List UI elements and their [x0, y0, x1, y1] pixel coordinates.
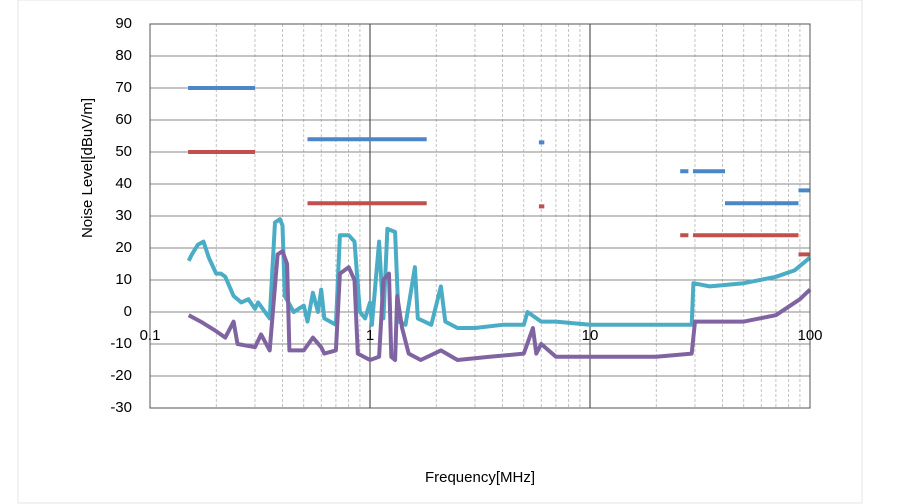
y-tick-label: -20: [110, 367, 132, 384]
y-tick-label: 30: [115, 207, 132, 224]
y-tick-label: -10: [110, 335, 132, 352]
y-axis-label: Noise Level[dBuV/m]: [79, 98, 96, 238]
y-tick-label: 10: [115, 271, 132, 288]
y-tick-label: 0: [124, 303, 132, 320]
plot-border: [149, 23, 811, 409]
y-tick-label: 20: [115, 239, 132, 256]
series-line: [188, 150, 810, 257]
chart-frame: [17, 0, 863, 504]
y-tick-label: 70: [115, 79, 132, 96]
y-tick-label: -30: [110, 399, 132, 416]
x-axis-label: Frequency[MHz]: [425, 469, 535, 486]
y-tick-label: 90: [115, 15, 132, 32]
y-tick-label: 50: [115, 143, 132, 160]
y-tick-label: 80: [115, 47, 132, 64]
x-tick-label: 0.1: [140, 327, 161, 344]
series-line: [188, 86, 810, 206]
y-tick-label: 60: [115, 111, 132, 128]
series-line: [187, 249, 812, 362]
x-tick-label: 100: [797, 327, 822, 344]
series-line: [186, 217, 812, 330]
plot-lines: [186, 86, 812, 362]
y-tick-label: 40: [115, 175, 132, 192]
x-tick-label: 1: [366, 327, 374, 344]
x-tick-label: 10: [582, 327, 599, 344]
